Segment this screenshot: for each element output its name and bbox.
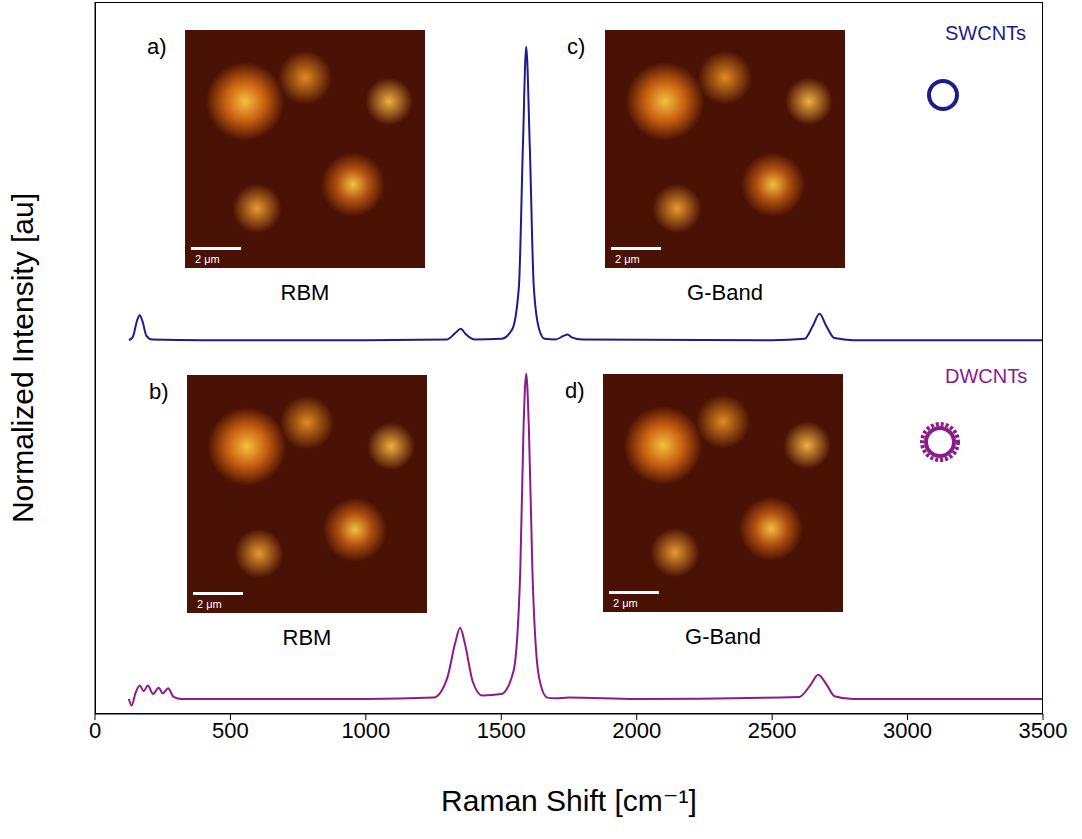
html-text:SWCNTs: SWCNTs [945, 22, 1027, 44]
html-text:b): b) [149, 379, 169, 404]
svg-text:Normalized Intensity [au]: Normalized Intensity [au] [6, 193, 39, 523]
html-text:d): d) [565, 378, 585, 403]
svg-text:3500: 3500 [1019, 718, 1068, 743]
html-text:2 μm: 2 μm [615, 253, 640, 265]
html-text:G-Band: G-Band [685, 624, 761, 649]
html-text:a): a) [147, 34, 167, 59]
html-text:2 μm: 2 μm [197, 598, 222, 610]
html-text:DWCNTs: DWCNTs [945, 365, 1028, 387]
html-text:RBM: RBM [282, 625, 332, 650]
svg-text:0: 0 [89, 718, 101, 743]
html-text:c): c) [567, 34, 586, 59]
svg-text:1500: 1500 [477, 718, 526, 743]
svg-text:1000: 1000 [341, 718, 390, 743]
html-text:2 μm: 2 μm [613, 597, 638, 609]
svg-text:3000: 3000 [883, 718, 932, 743]
svg-text:500: 500 [212, 718, 249, 743]
svg-text:2000: 2000 [612, 718, 661, 743]
html-text:2 μm: 2 μm [195, 253, 220, 265]
svg-text:Raman Shift [cm⁻¹]: Raman Shift [cm⁻¹] [441, 784, 697, 817]
html-text:RBM: RBM [280, 280, 330, 305]
svg-text:2500: 2500 [748, 718, 797, 743]
html-text:G-Band: G-Band [687, 280, 763, 305]
